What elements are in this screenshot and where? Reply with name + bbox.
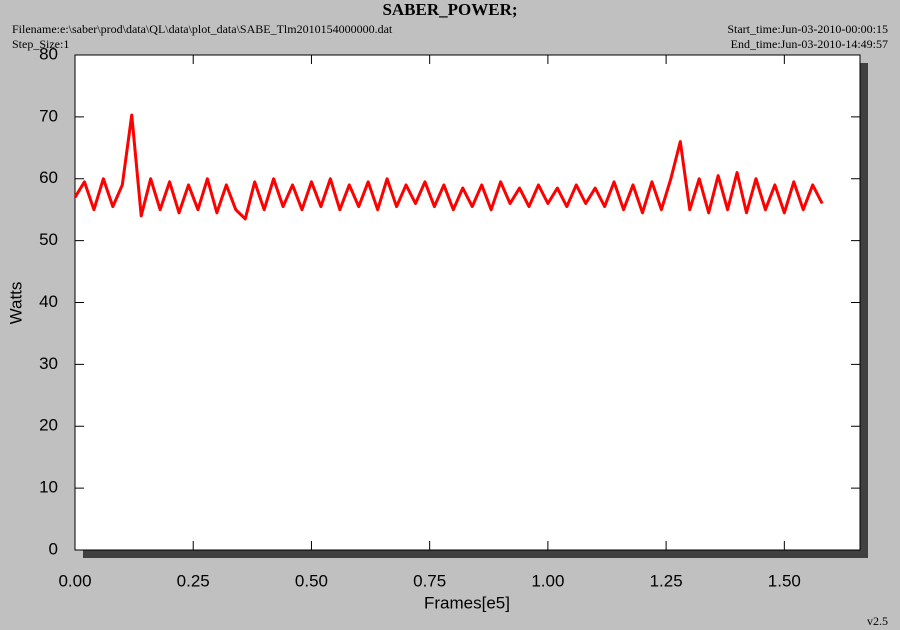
x-axis-label: Frames[e5] [424, 593, 510, 612]
end-time: End_time:Jun-03-2010-14:49:57 [731, 37, 888, 51]
x-tick-label: 1.50 [768, 571, 801, 590]
x-tick-label: 0.00 [58, 571, 91, 590]
y-tick-label: 60 [39, 168, 58, 187]
plot-area [74, 54, 861, 551]
version: v2.5 [867, 614, 888, 628]
x-tick-label: 1.00 [531, 571, 564, 590]
y-tick-label: 20 [39, 416, 58, 435]
step-size: Step_Size:1 [12, 37, 69, 51]
x-tick-label: 0.50 [295, 571, 328, 590]
y-tick-label: 10 [39, 478, 58, 497]
chart-title: SABER_POWER; [382, 0, 517, 19]
x-tick-label: 0.25 [177, 571, 210, 590]
y-tick-label: 0 [49, 539, 58, 558]
y-tick-label: 50 [39, 230, 58, 249]
y-tick-label: 40 [39, 292, 58, 311]
data-line [73, 113, 824, 221]
y-tick-label: 70 [39, 106, 58, 125]
y-tick-label: 30 [39, 354, 58, 373]
start-time: Start_time:Jun-03-2010-00:00:15 [727, 22, 888, 36]
y-axis-label: Watts [6, 282, 25, 325]
x-tick-label: 0.75 [413, 571, 446, 590]
y-tick-label: 80 [39, 44, 58, 63]
x-tick-label: 1.25 [650, 571, 683, 590]
filename: Filename:e:\saber\prod\data\QL\data\plot… [12, 22, 393, 36]
